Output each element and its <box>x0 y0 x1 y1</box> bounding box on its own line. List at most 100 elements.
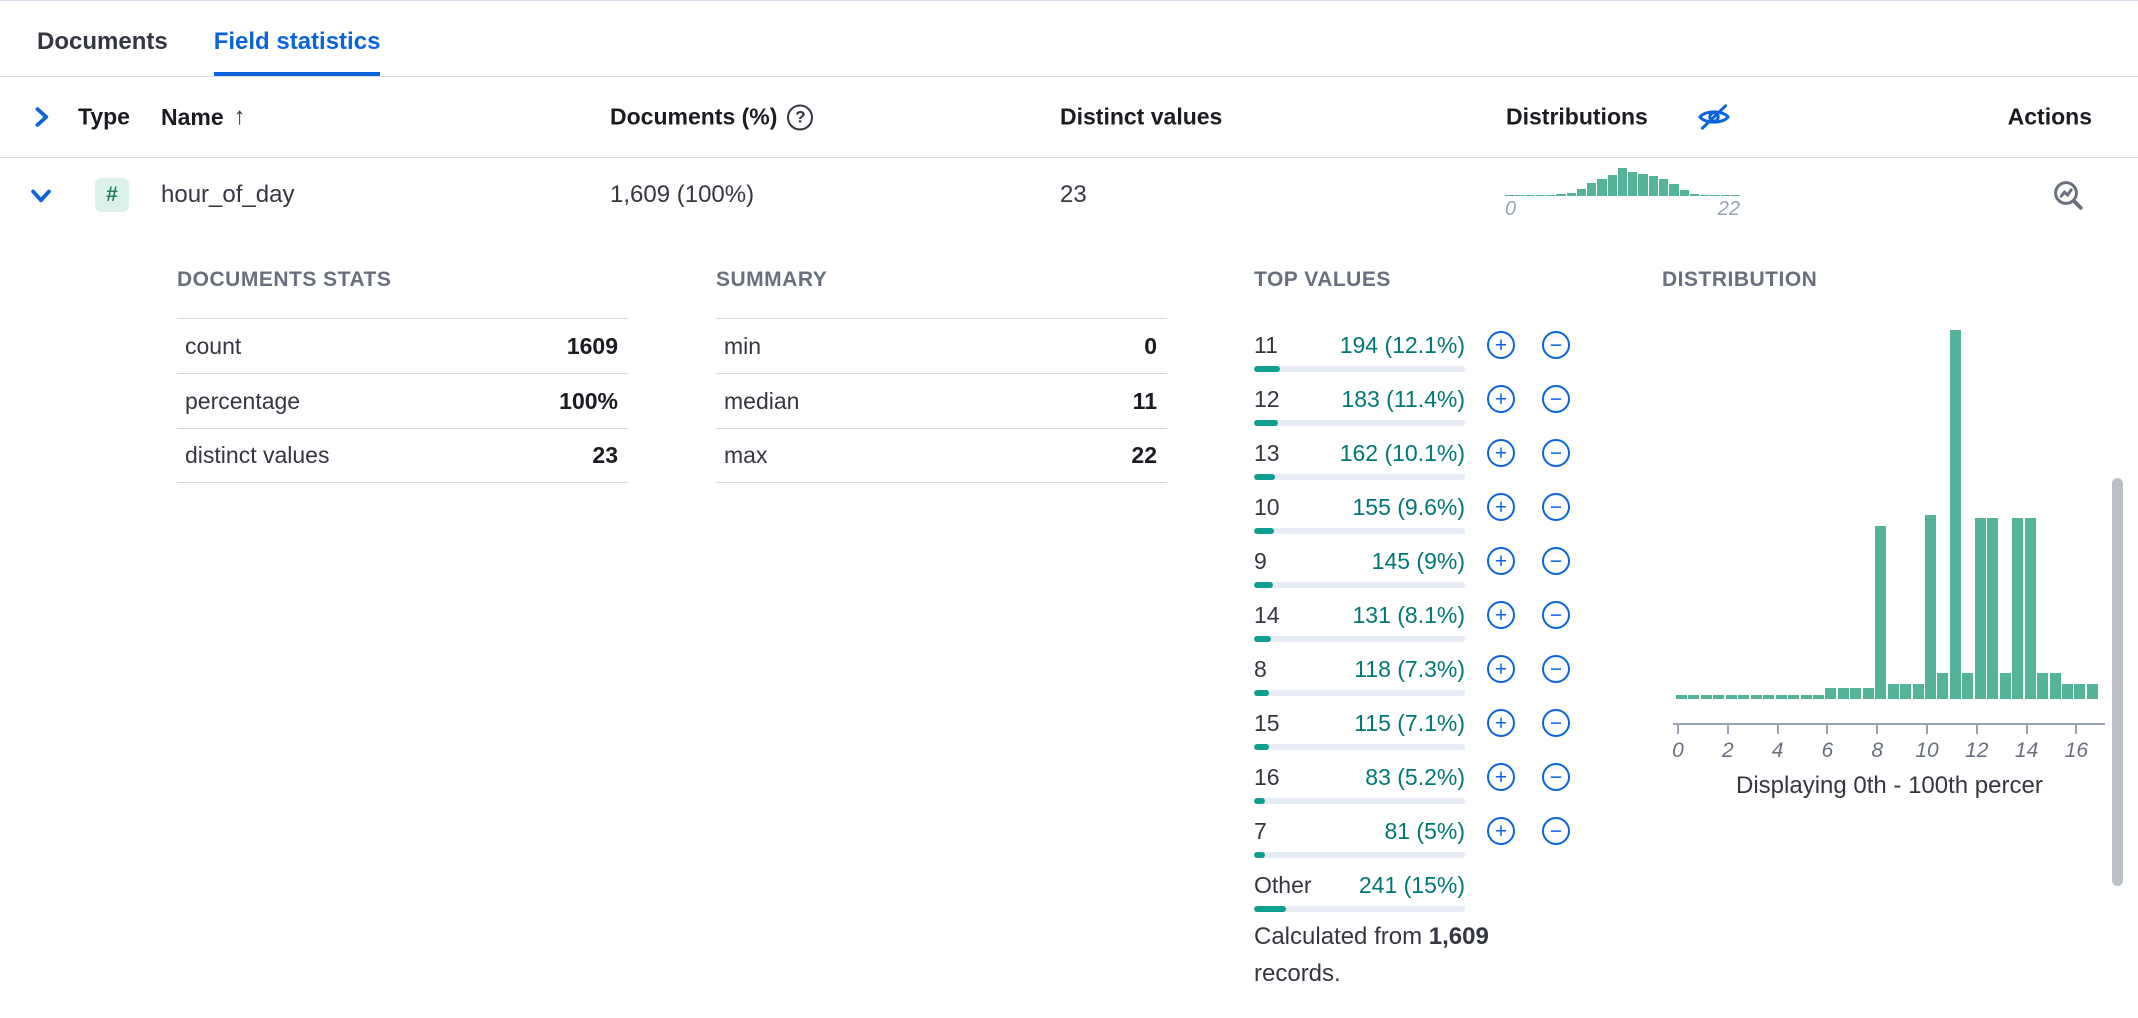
top-value-bar <box>1254 474 1465 480</box>
view-tabs: Documents Field statistics <box>37 28 380 76</box>
top-value-link[interactable]: 183 (11.4%) <box>1341 386 1465 412</box>
filter-for-icon[interactable]: + <box>1487 331 1515 359</box>
hide-distributions-icon[interactable] <box>1696 101 1732 133</box>
top-value-bar-fill <box>1254 690 1270 696</box>
field-row-hour-of-day: # hour_of_day 1,609 (100%) 23 0 22 <box>0 157 2138 232</box>
top-value-link[interactable]: 162 (10.1%) <box>1339 440 1465 466</box>
col-header-documents[interactable]: Documents (%) ? <box>610 103 814 131</box>
spark-bar <box>1700 194 1710 196</box>
histogram-bar <box>1676 694 1687 699</box>
top-value-link[interactable]: 155 (9.6%) <box>1352 494 1465 520</box>
expand-all-chevron-icon[interactable] <box>26 102 56 132</box>
stat-value: 23 <box>592 442 618 468</box>
summary-table: min 0 median 11 max 22 <box>716 318 1167 483</box>
top-value-link[interactable]: 131 (8.1%) <box>1352 602 1465 628</box>
filter-out-icon[interactable]: − <box>1542 493 1570 521</box>
col-header-documents-label: Documents (%) <box>610 103 778 130</box>
top-value-link[interactable]: 81 (5%) <box>1384 818 1465 844</box>
top-value-bar <box>1254 744 1465 750</box>
top-value-link[interactable]: 118 (7.3%) <box>1354 656 1465 682</box>
filter-out-icon[interactable]: − <box>1542 331 1570 359</box>
filter-for-icon[interactable]: + <box>1487 493 1515 521</box>
filter-for-icon[interactable]: + <box>1487 439 1515 467</box>
histogram-bar <box>1887 684 1899 699</box>
filter-for-icon[interactable]: + <box>1487 763 1515 791</box>
spark-bar <box>1689 194 1700 196</box>
filter-for-icon[interactable]: + <box>1487 817 1515 845</box>
histogram-bar <box>1850 687 1862 699</box>
tab-documents[interactable]: Documents <box>37 28 168 55</box>
field-name[interactable]: hour_of_day <box>161 180 295 208</box>
histogram-bar <box>2037 673 2049 699</box>
top-value-bar <box>1254 690 1465 696</box>
top-value-key: 9 <box>1254 548 1267 574</box>
top-value-key: 16 <box>1254 764 1280 790</box>
filter-out-icon[interactable]: − <box>1542 655 1570 683</box>
top-value-key: 13 <box>1254 440 1280 466</box>
filter-for-icon[interactable]: + <box>1487 547 1515 575</box>
top-value-bar-fill <box>1254 420 1279 426</box>
histogram-bar <box>1788 694 1800 699</box>
top-value-line: 14 131 (8.1%) <box>1254 602 1465 629</box>
top-value-link[interactable]: 115 (7.1%) <box>1354 710 1465 736</box>
spark-bar <box>1597 178 1607 196</box>
top-value-link[interactable]: 194 (12.1%) <box>1339 332 1465 358</box>
filter-out-icon[interactable]: − <box>1542 439 1570 467</box>
stat-row: max 22 <box>716 428 1167 483</box>
axis-tick-label: 2 <box>1721 739 1734 762</box>
filter-out-icon[interactable]: − <box>1542 547 1570 575</box>
col-header-distinct-values[interactable]: Distinct values <box>1060 103 1223 130</box>
top-value-line: 8 118 (7.3%) <box>1254 656 1465 683</box>
spark-bar <box>1535 194 1546 196</box>
distribution-x-axis: 0 2 4 6 8 10 12 14 16 <box>1672 723 2105 773</box>
filter-for-icon[interactable]: + <box>1487 601 1515 629</box>
col-header-name[interactable]: Name ↑ <box>161 103 246 131</box>
filter-for-icon[interactable]: + <box>1487 385 1515 413</box>
top-value-line: 15 115 (7.1%) <box>1254 710 1465 737</box>
stat-label: count <box>185 332 242 359</box>
top-value-key: 15 <box>1254 710 1280 736</box>
vertical-scrollbar-thumb[interactable] <box>2112 478 2123 886</box>
stat-value: 0 <box>1144 332 1157 359</box>
spark-bar <box>1638 173 1648 196</box>
spark-bar <box>1556 194 1566 196</box>
filter-out-icon[interactable]: − <box>1542 601 1570 629</box>
mini-axis-min: 0 <box>1505 198 1517 220</box>
axis-tick <box>1876 723 1879 734</box>
collapse-row-chevron-icon[interactable] <box>26 180 56 210</box>
top-value-link[interactable]: 83 (5.2%) <box>1365 764 1465 790</box>
top-value-bar-fill <box>1254 852 1265 858</box>
sort-ascending-icon[interactable]: ↑ <box>233 103 246 130</box>
histogram-bar <box>1812 694 1824 699</box>
filter-out-icon[interactable]: − <box>1542 385 1570 413</box>
axis-tick <box>1677 723 1679 734</box>
histogram-bar <box>1875 525 1887 699</box>
filter-out-icon[interactable]: − <box>1542 817 1570 845</box>
axis-tick-label: 10 <box>1915 739 1939 762</box>
spark-bar <box>1505 194 1515 196</box>
tab-field-statistics[interactable]: Field statistics <box>214 28 381 76</box>
col-header-type[interactable]: Type <box>78 103 130 130</box>
top-values-footer: Calculated from 1,609 records. <box>1254 918 1564 992</box>
explore-in-lens-icon[interactable] <box>2052 179 2084 211</box>
axis-tick-label: 16 <box>2064 739 2089 762</box>
top-value-link[interactable]: 241 (15%) <box>1358 872 1465 898</box>
stat-value: 1609 <box>566 332 618 359</box>
spark-bar <box>1658 178 1669 196</box>
top-value-row: 11 194 (12.1%) + − <box>1254 330 1574 384</box>
top-value-row: 14 131 (8.1%) + − <box>1254 600 1574 654</box>
spark-bar <box>1628 171 1638 196</box>
filter-out-icon[interactable]: − <box>1542 763 1570 791</box>
filter-for-icon[interactable]: + <box>1487 709 1515 737</box>
spark-bar <box>1566 192 1576 196</box>
histogram-bar <box>1900 684 1912 699</box>
top-value-link[interactable]: 145 (9%) <box>1371 548 1465 574</box>
spark-bar <box>1648 176 1658 196</box>
filter-for-icon[interactable]: + <box>1487 655 1515 683</box>
axis-tick <box>1975 723 1978 734</box>
filter-out-icon[interactable]: − <box>1542 709 1570 737</box>
top-value-bar-fill <box>1254 366 1280 372</box>
top-value-key: 12 <box>1254 386 1280 412</box>
top-value-bar <box>1254 906 1465 912</box>
help-icon[interactable]: ? <box>787 104 814 130</box>
